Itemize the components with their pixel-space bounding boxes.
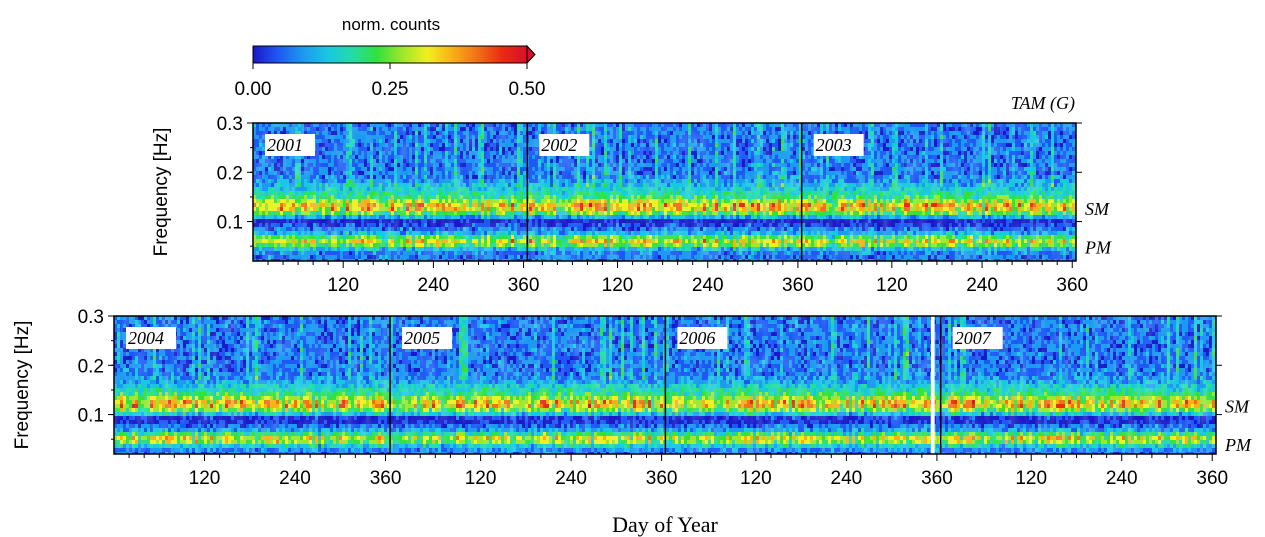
colorbar-tick-label: 0.00 — [235, 79, 272, 100]
colorbar-tick-label: 0.25 — [372, 79, 409, 100]
colorbar: norm. counts 0.00 0.25 0.50 — [235, 15, 546, 100]
colorbar-ramp — [252, 45, 528, 64]
colorbar-tick-label: 0.50 — [509, 79, 546, 100]
station-label: TAM (G) — [1011, 93, 1075, 114]
colorbar-label: norm. counts — [342, 15, 440, 34]
colorbar-extend-triangle — [526, 44, 536, 65]
